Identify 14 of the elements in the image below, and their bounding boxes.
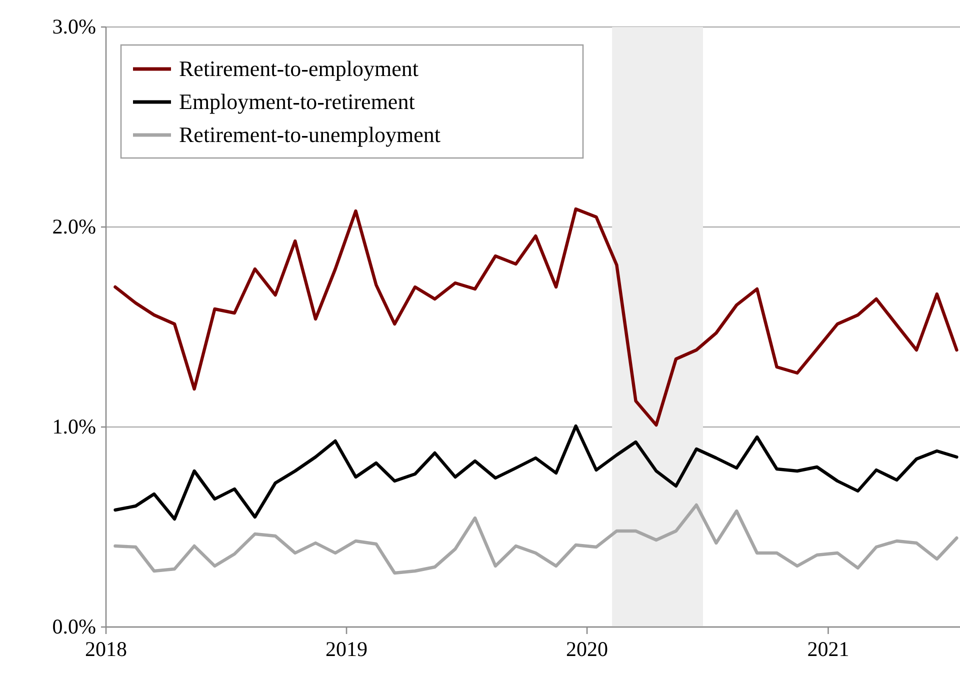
legend-label: Employment-to-retirement — [179, 89, 415, 114]
y-tick-label: 1.0% — [52, 414, 96, 439]
x-tick-label: 2019 — [326, 636, 368, 661]
line-series — [114, 503, 958, 575]
x-tick-label: 2021 — [807, 636, 850, 661]
y-tick-label: 2.0% — [52, 214, 96, 239]
y-tick-label: 3.0% — [52, 14, 96, 39]
y-tick-label: 0.0% — [52, 614, 96, 639]
x-tick-label: 2020 — [566, 636, 608, 661]
legend-label: Retirement-to-employment — [179, 56, 418, 81]
line-series — [114, 207, 958, 427]
legend-label: Retirement-to-unemployment — [179, 122, 440, 147]
line-series — [114, 424, 958, 521]
x-tick-label: 2018 — [85, 636, 127, 661]
